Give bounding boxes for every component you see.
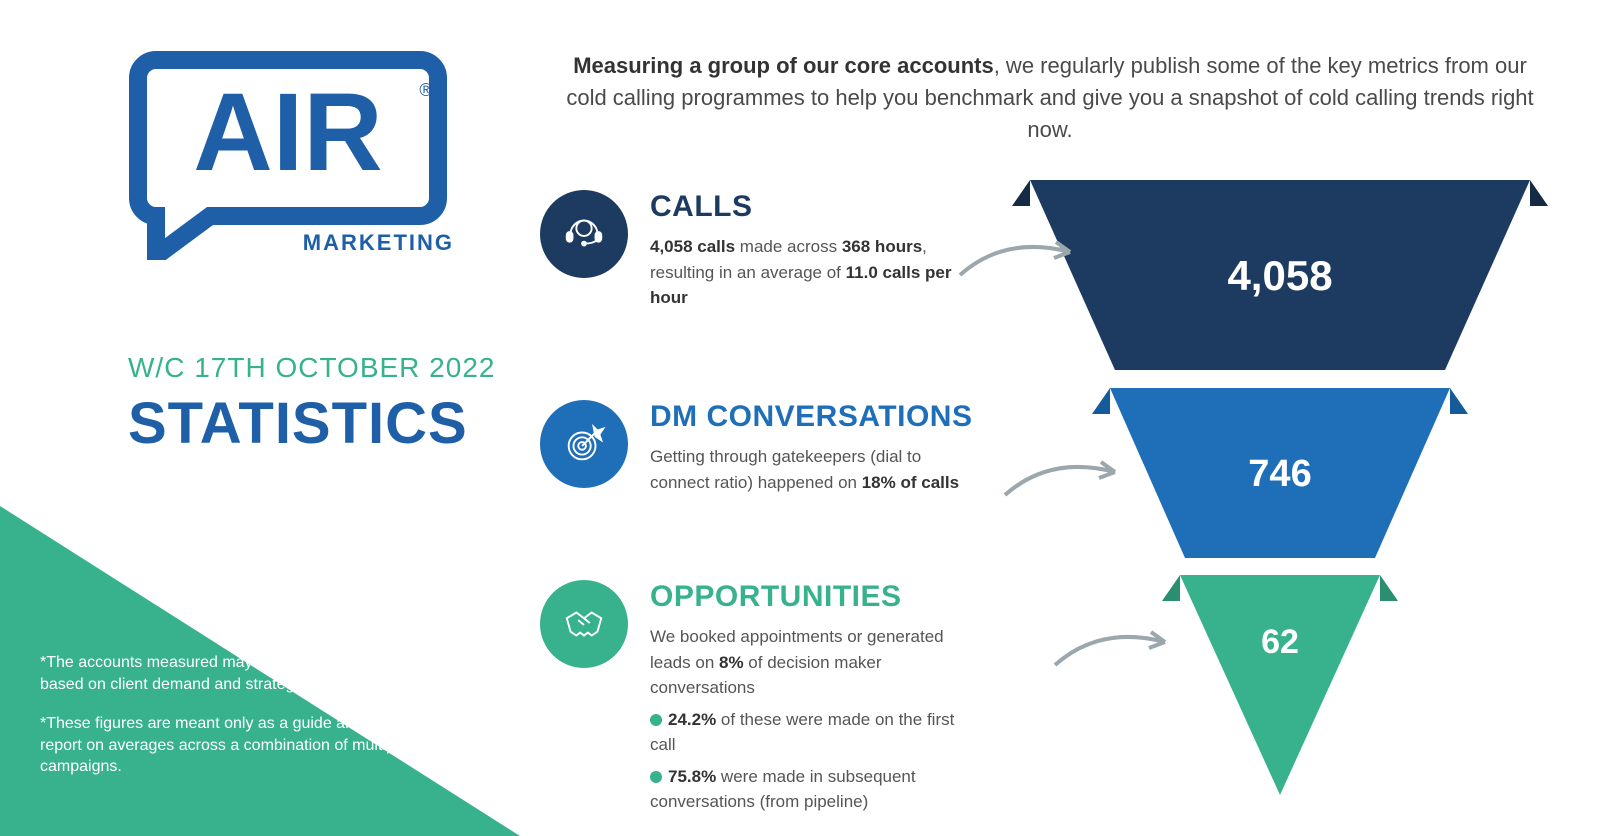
logo: AIR ® MARKETING xyxy=(128,50,468,265)
headset-icon xyxy=(540,190,628,278)
registered-mark: ® xyxy=(419,80,432,100)
logo-text: AIR xyxy=(193,71,382,194)
metric-calls: CALLS 4,058 calls made across 368 hours,… xyxy=(540,190,980,311)
footnote-2: *These figures are meant only as a guide… xyxy=(40,713,460,778)
intro-text: Measuring a group of our core accounts, … xyxy=(560,50,1540,146)
funnel-segment: 62 xyxy=(1180,575,1380,795)
dm-title: DM CONVERSATIONS xyxy=(650,400,980,434)
metric-opportunities: OPPORTUNITIES We booked appointments or … xyxy=(540,580,980,815)
funnel-value: 746 xyxy=(1248,453,1311,496)
opp-bullet: 75.8% were made in subsequent conversati… xyxy=(650,764,980,815)
opp-bullet: 24.2% of these were made on the first ca… xyxy=(650,707,980,758)
calls-title: CALLS xyxy=(650,190,980,224)
logo-subtitle: MARKETING xyxy=(303,230,454,256)
funnel-value: 4,058 xyxy=(1227,252,1332,300)
funnel-value: 62 xyxy=(1261,623,1299,662)
opp-title: OPPORTUNITIES xyxy=(650,580,980,614)
metric-dm: DM CONVERSATIONS Getting through gatekee… xyxy=(540,400,980,495)
target-icon xyxy=(540,400,628,488)
date-line: W/C 17TH OCTOBER 2022 xyxy=(128,352,495,384)
dm-description: Getting through gatekeepers (dial to con… xyxy=(650,444,980,495)
funnel-chart: 4,058 746 62 xyxy=(1020,180,1540,800)
logo-bubble: AIR ® xyxy=(128,50,448,260)
funnel-segment: 4,058 xyxy=(1030,180,1530,370)
intro-bold: Measuring a group of our core accounts xyxy=(573,53,994,78)
left-column: AIR ® MARKETING W/C 17TH OCTOBER 2022 ST… xyxy=(0,0,520,836)
footnote-1: *The accounts measured may vary from rep… xyxy=(40,652,460,695)
handshake-icon xyxy=(540,580,628,668)
calls-description: 4,058 calls made across 368 hours, resul… xyxy=(650,234,980,311)
opp-description: We booked appointments or generated lead… xyxy=(650,624,980,815)
funnel-segment: 746 xyxy=(1110,388,1450,558)
intro-block: Measuring a group of our core accounts, … xyxy=(540,50,1560,176)
statistics-title: STATISTICS xyxy=(128,390,468,457)
footnotes: *The accounts measured may vary from rep… xyxy=(40,652,460,796)
